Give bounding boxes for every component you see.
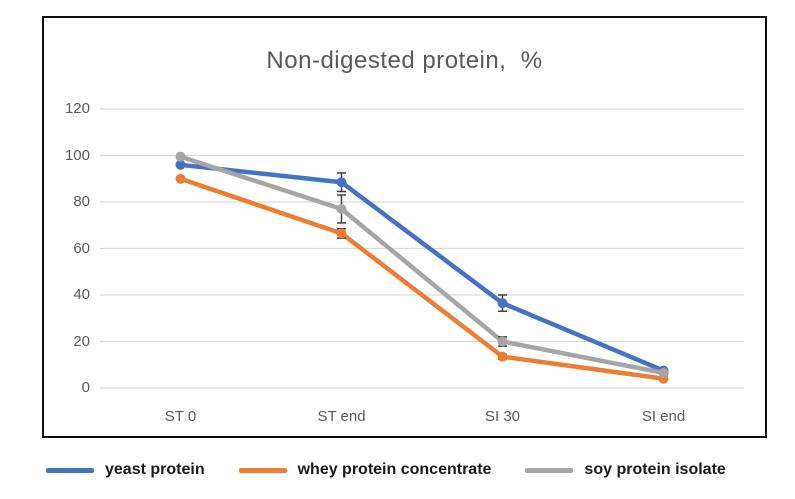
series-line — [178, 162, 666, 373]
y-tick-label: 120 — [64, 100, 90, 117]
data-point-marker — [497, 351, 508, 362]
legend-line-swatch — [238, 467, 287, 473]
y-tick-label: 20 — [73, 332, 90, 350]
legend-item: soy protein isolate — [525, 461, 726, 479]
legend-line-swatch — [46, 467, 94, 473]
data-point-marker — [658, 367, 669, 378]
y-tick-label: 60 — [73, 239, 90, 257]
data-point-marker — [336, 177, 347, 188]
y-tick-label: 80 — [73, 193, 90, 210]
legend-item: whey protein concentrate — [238, 461, 492, 479]
x-category-label: ST 0 — [164, 408, 197, 425]
legend-label: soy protein isolate — [584, 461, 726, 478]
plot-area — [100, 108, 744, 389]
data-point-marker — [497, 298, 508, 309]
x-category-label: SI end — [641, 408, 686, 425]
chart-frame: Non-digested protein, % 0 20 40 60 80 100 120 … — [42, 16, 767, 438]
x-category-label: SI 30 — [484, 408, 521, 425]
legend: yeast protein whey protein concentrate soy… — [42, 461, 776, 479]
data-point-marker — [336, 228, 347, 239]
legend-label: yeast protein — [105, 461, 205, 478]
y-tick-label: 0 — [81, 379, 90, 396]
legend-line-swatch — [525, 467, 574, 473]
legend-label: whey protein concentrate — [297, 461, 492, 478]
data-point-marker — [175, 151, 186, 162]
chart-title: Non-digested protein, % — [266, 47, 543, 74]
y-tick-label: 100 — [64, 146, 90, 164]
data-point-marker — [336, 203, 347, 214]
y-tick-label: 40 — [73, 286, 90, 303]
series-line — [178, 176, 666, 381]
x-category-label: ST end — [317, 408, 366, 425]
data-point-marker — [175, 173, 186, 184]
series-line — [178, 154, 666, 376]
data-point-marker — [497, 336, 508, 347]
legend-item: yeast protein — [46, 461, 205, 479]
data-point-marker — [175, 159, 186, 170]
